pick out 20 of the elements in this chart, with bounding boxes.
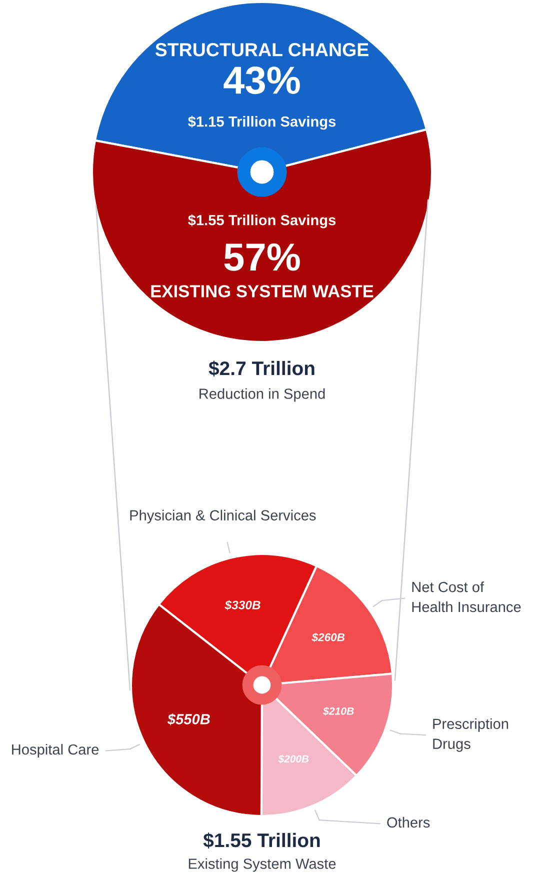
text: $1.55 Trillion Savings bbox=[188, 214, 336, 228]
text: $2.7 Trillion bbox=[208, 360, 314, 376]
text: $1.15 Trillion Savings bbox=[188, 116, 336, 130]
data-label: $200B bbox=[278, 754, 309, 764]
data-label: $330B bbox=[224, 600, 260, 610]
data-label: $260B bbox=[312, 632, 345, 642]
text: Existing System Waste bbox=[188, 858, 336, 872]
slice-label: Net Cost of Health Insurance bbox=[412, 581, 521, 612]
slice-label: Others bbox=[387, 816, 430, 828]
data-label: $210B bbox=[322, 706, 354, 716]
slice-label: EXISTING SYSTEM WASTE bbox=[151, 285, 374, 298]
slice-label: Hospital Care bbox=[12, 744, 99, 758]
text: $1.55 Trillion bbox=[203, 832, 320, 848]
slice-label: Physician & Clinical Services bbox=[130, 510, 316, 524]
data-label: $550B bbox=[167, 713, 210, 726]
slice-label: Prescription Drugs bbox=[433, 718, 508, 752]
text: Reduction in Spend bbox=[200, 388, 325, 402]
data-label: 43% bbox=[224, 66, 300, 94]
data-label: 57% bbox=[224, 243, 300, 271]
slice-label: STRUCTURAL CHANGE bbox=[155, 43, 368, 56]
